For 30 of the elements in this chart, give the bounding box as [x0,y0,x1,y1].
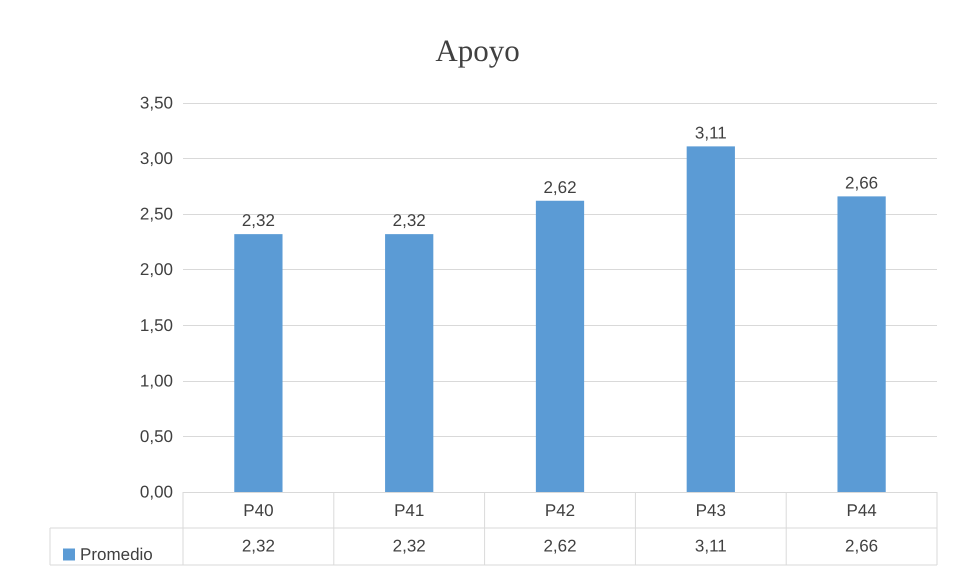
y-tick-label: 0,00 [140,482,173,502]
data-label: 2,32 [392,536,426,556]
x-tick-label: P41 [394,501,424,520]
data-label: 2,66 [845,536,878,556]
bar [686,146,735,492]
text: 2,66 [845,173,878,192]
text: 3,11 [694,123,727,142]
y-tick-label: 2,50 [140,204,173,224]
y-tick-label: 3,50 [140,94,173,112]
y-tick-label: 3,00 [140,149,173,168]
bar [385,234,434,492]
x-tick-label: P40 [243,501,274,520]
x-tick-label: P44 [846,501,877,520]
text: 2,62 [543,178,577,197]
text: 2,32 [392,211,426,230]
y-tick-label: 2,00 [140,260,173,280]
bar [536,200,584,492]
data-label: 2,62 [543,536,577,556]
y-tick-label: 1,50 [140,316,173,335]
x-tick-label: P43 [696,501,726,520]
x-tick-label: P42 [544,501,576,520]
data-label: 3,11 [694,536,727,556]
data-label: 2,32 [242,536,275,556]
chart-title: Apoyo [435,33,520,68]
legend-label: Promedio [80,545,153,564]
y-tick-label: 1,00 [140,371,173,390]
bar [234,234,283,492]
text: 2,32 [242,211,275,230]
bar [837,196,886,492]
y-tick-label: 0,50 [140,426,173,446]
